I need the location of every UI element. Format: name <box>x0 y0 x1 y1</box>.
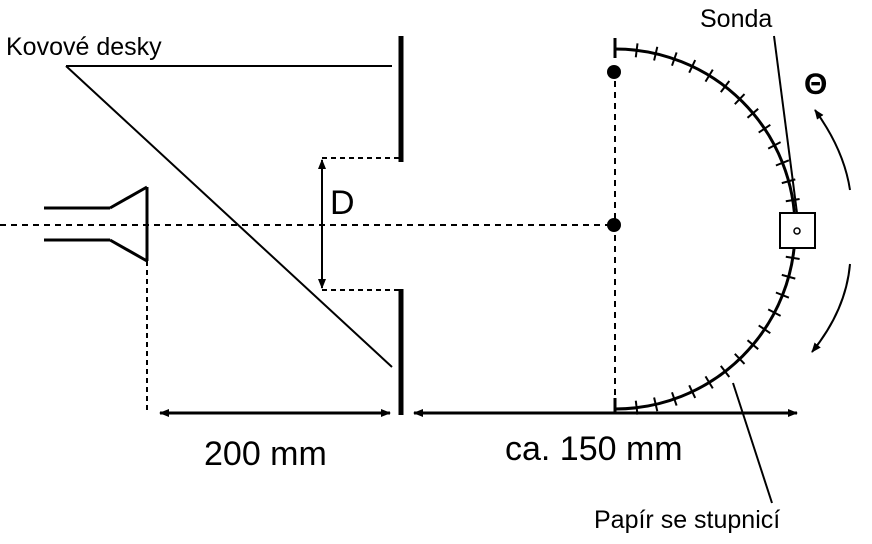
distance-200-label: 200 mm <box>204 435 327 473</box>
scale-tick <box>775 159 790 167</box>
probe-label: Sonda <box>700 5 773 33</box>
scale-tick <box>746 108 759 119</box>
rotation-arrow-down <box>811 263 851 353</box>
plates-label: Kovové desky <box>6 33 162 61</box>
scale-tick <box>746 339 759 350</box>
distance-150-label: ca. 150 mm <box>505 430 683 468</box>
probe <box>779 212 816 249</box>
scale-tick <box>781 273 796 280</box>
scale-tick <box>653 397 659 412</box>
top-point <box>607 65 621 79</box>
scale-tick <box>704 69 714 83</box>
scale-tick <box>688 59 697 74</box>
gap-dimension <box>318 157 400 291</box>
scale-tick <box>775 291 790 299</box>
scale-tick <box>720 365 731 378</box>
graduated-arc <box>615 43 800 415</box>
scale-tick <box>767 308 782 317</box>
scale-tick <box>767 141 782 150</box>
scale-tick <box>688 384 697 399</box>
angle-label: Θ <box>804 68 828 101</box>
scale-tick <box>734 93 746 105</box>
scale-tick <box>634 43 639 58</box>
plates-leader <box>65 65 393 368</box>
paper-leader <box>732 382 773 504</box>
distance-200-dimension <box>146 261 391 417</box>
scale-tick <box>634 400 639 415</box>
scale-tick <box>734 353 746 365</box>
scale-tick <box>785 255 800 260</box>
rotation-arrow-up <box>814 109 851 191</box>
scale-tick <box>653 46 659 61</box>
scale-tick <box>704 375 714 389</box>
probe-leader <box>773 35 798 214</box>
gap-label: D <box>330 184 355 222</box>
center-point <box>607 218 621 232</box>
scale-tick <box>720 80 731 93</box>
paper-label: Papír se stupnicí <box>594 506 781 534</box>
scale-tick <box>671 52 678 67</box>
scale-tick <box>785 198 800 203</box>
scale-tick <box>758 123 771 134</box>
scale-tick <box>758 324 771 335</box>
scale-tick <box>671 391 678 406</box>
